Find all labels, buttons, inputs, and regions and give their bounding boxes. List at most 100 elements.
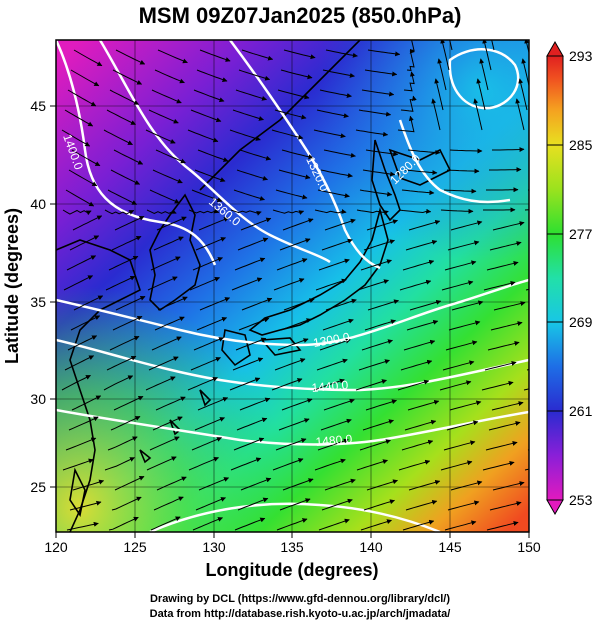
wind-streamline [71, 149, 101, 167]
y-tick-label: 25 [30, 479, 46, 495]
contour-label-1480: 1480.0 [315, 432, 353, 449]
wind-streamline [487, 340, 520, 351]
wind-streamline [355, 379, 387, 391]
contour-1320 [228, 40, 381, 270]
wind-streamline [62, 209, 92, 216]
wind-streamline [524, 40, 529, 55]
wind-streamline [476, 78, 486, 111]
wind-streamline [320, 418, 352, 431]
wind-streamline [151, 89, 182, 104]
wind-streamline [71, 395, 102, 411]
wind-streamline [145, 376, 176, 391]
wind-streamline [191, 437, 222, 451]
wind-streamline [274, 358, 306, 371]
wind-streamline [193, 89, 225, 103]
wind-streamline [153, 496, 184, 511]
wind-streamline [67, 335, 98, 351]
contour-1280 [398, 119, 511, 204]
wind-streamline [450, 480, 483, 491]
wind-streamline [518, 78, 528, 111]
colorbar-tick-label: 269 [569, 314, 593, 330]
wind-streamline [197, 149, 229, 162]
wind-streamline [449, 400, 482, 411]
wind-streamline [64, 109, 94, 127]
wind-streamline [451, 300, 484, 311]
wind-streamline [194, 169, 226, 182]
wind-streamline [365, 399, 397, 411]
wind-streamline [491, 401, 524, 411]
wind-streamline [401, 439, 434, 451]
wind-streamline [440, 460, 473, 471]
wind-streamline [156, 216, 187, 231]
x-tick-label: 130 [202, 539, 226, 555]
wind-streamline [491, 40, 495, 51]
wind-streamline [275, 438, 307, 451]
wind-streamline [362, 419, 394, 431]
wind-streamline [490, 321, 523, 331]
wind-streamline [241, 297, 273, 311]
x-tick-label: 145 [438, 539, 462, 555]
wind-streamline [493, 301, 526, 311]
wind-streamline [111, 235, 142, 251]
wind-streamline [152, 169, 183, 184]
wind-streamline [361, 89, 395, 97]
wind-streamline [356, 459, 388, 471]
wind-streamline [113, 149, 144, 165]
wind-streamline [355, 129, 389, 137]
wind-streamline [149, 189, 180, 204]
wind-streamline [113, 395, 144, 411]
wind-streamline [153, 236, 184, 251]
wind-streamline [448, 320, 481, 331]
wind-streamline [232, 109, 264, 121]
wind-streamline [488, 420, 521, 431]
wind-streamline [234, 517, 266, 531]
wind-streamline [445, 340, 478, 351]
wind-streamline [149, 436, 180, 451]
wind-streamline [276, 518, 308, 531]
wind-streamline [237, 237, 269, 251]
wind-streamline [402, 259, 435, 271]
wind-streamline [198, 217, 230, 231]
x-tick-labels: 120 125 130 135 140 145 150 [44, 539, 541, 555]
wind-streamline [358, 109, 392, 117]
wind-streamline [193, 337, 224, 351]
wind-streamline [188, 456, 219, 471]
wind-streamline [529, 19, 536, 50]
wind-streamline [443, 188, 477, 194]
wind-streamline [68, 169, 98, 187]
wind-streamline [231, 277, 263, 291]
wind-streamline [73, 49, 103, 67]
wind-streamline [145, 129, 176, 144]
colorbar-max-arrow [546, 40, 564, 57]
wind-streamline [404, 419, 437, 431]
wind-streamline [240, 217, 272, 231]
wind-streamline [70, 315, 101, 331]
wind-streamline [317, 438, 349, 451]
wind-streamline [401, 189, 435, 196]
wind-streamline [399, 279, 432, 291]
wind-streamline [147, 276, 178, 291]
wind-streamline [237, 497, 269, 511]
wind-streamline [236, 417, 268, 431]
wind-streamline [442, 360, 475, 371]
wind-streamline [402, 519, 435, 531]
wind-streamline [282, 478, 314, 491]
wind-streamline [106, 355, 137, 371]
wind-streamline [271, 129, 304, 140]
wind-streamline [151, 336, 182, 351]
wind-streamline [111, 496, 142, 511]
wind-streamline [314, 458, 346, 471]
wind-streamline [157, 49, 188, 64]
wind-streamline [437, 58, 447, 91]
wind-streamline [280, 69, 313, 80]
wind-streamline [190, 109, 222, 123]
wind-streamline [449, 40, 453, 51]
wind-streamline [359, 439, 391, 451]
wind-streamline [112, 315, 143, 331]
contour-1400 [56, 40, 217, 266]
wind-streamline [148, 356, 179, 371]
contour-label-1300: 1300.0 [312, 330, 351, 350]
wind-streamline [233, 437, 265, 451]
wind-streamline [154, 69, 185, 84]
wind-streamline [484, 360, 517, 371]
